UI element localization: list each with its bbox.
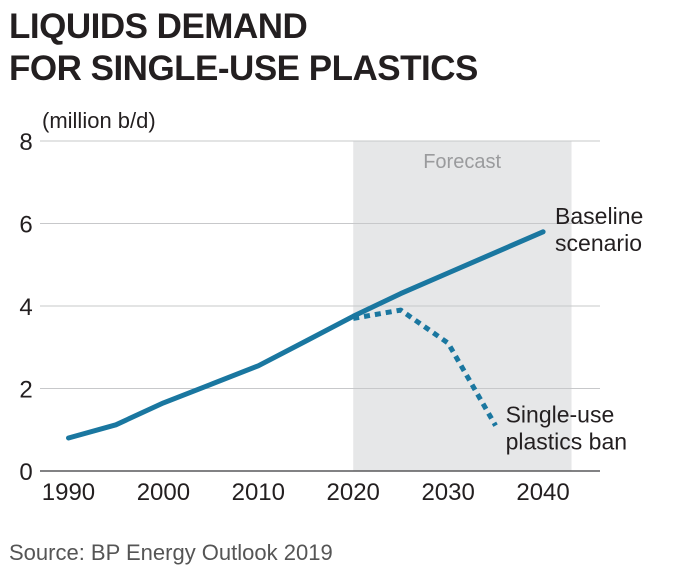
source-note: Source: BP Energy Outlook 2019: [9, 540, 333, 565]
baseline-series-label: scenario: [555, 230, 642, 256]
baseline-series-label: Baseline: [555, 203, 643, 229]
x-tick-label: 2000: [137, 479, 190, 506]
x-tick-label: 2010: [232, 479, 285, 506]
y-tick-label: 2: [19, 377, 32, 404]
forecast-label: Forecast: [423, 151, 501, 173]
y-tick-label: 0: [19, 459, 32, 486]
y-tick-label: 8: [19, 129, 32, 156]
chart-title-line-1: LIQUIDS DEMAND: [9, 7, 308, 46]
y-tick-label: 6: [19, 212, 32, 239]
ban-series-label: Single-use: [506, 402, 615, 428]
x-tick-label: 2020: [327, 479, 380, 506]
x-tick-label: 2040: [516, 479, 569, 506]
x-tick-label: 2030: [421, 479, 474, 506]
chart-title: LIQUIDS DEMAND FOR SINGLE-USE PLASTICS: [9, 6, 478, 90]
y-axis-label: (million b/d): [42, 108, 156, 133]
ban-scenario-line: [352, 307, 498, 427]
ban-series-label: plastics ban: [506, 429, 627, 455]
chart-title-line-2: FOR SINGLE-USE PLASTICS: [9, 49, 478, 88]
baseline-scenario-line: [66, 229, 546, 441]
y-tick-label: 4: [19, 294, 32, 321]
x-tick-label: 1990: [42, 479, 95, 506]
